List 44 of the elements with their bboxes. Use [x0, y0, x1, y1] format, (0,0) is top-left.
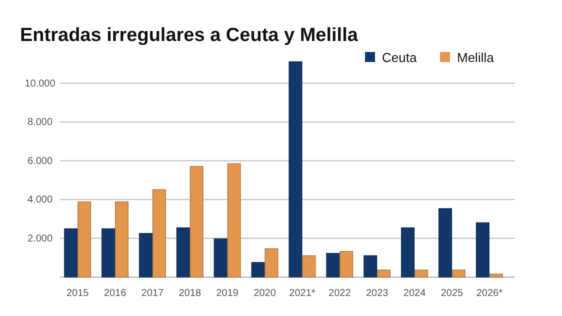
- bar: [452, 270, 466, 278]
- x-tick-label: 2015: [66, 288, 90, 300]
- bar: [489, 274, 503, 278]
- bar: [364, 255, 378, 278]
- bar: [78, 201, 92, 278]
- x-tick-label: 2016: [104, 288, 127, 300]
- chart-title: Entradas irregulares a Ceuta y Melilla: [20, 25, 358, 46]
- bar: [152, 189, 166, 278]
- bar: [414, 270, 428, 278]
- bar: [264, 248, 278, 278]
- y-tick-label: 4.000: [27, 194, 53, 206]
- bar: [288, 61, 302, 278]
- x-tick-label: 2023: [366, 288, 389, 300]
- y-tick-label: 6.000: [27, 156, 53, 167]
- bar: [114, 201, 129, 278]
- bar: [64, 228, 78, 278]
- x-tick-label: 2018: [178, 288, 202, 300]
- bar: [401, 227, 415, 278]
- bar: [326, 252, 340, 278]
- x-tick-label: 2021*: [289, 288, 316, 300]
- x-tick-label: 2024: [403, 288, 426, 300]
- x-tick-label: 2026*: [476, 288, 503, 300]
- bar: [340, 251, 354, 278]
- y-tick-label: 10.000: [24, 78, 56, 90]
- bar: [438, 208, 452, 278]
- x-tick-label: 2020: [254, 288, 276, 300]
- legend-label: Ceuta: [382, 50, 418, 65]
- x-tick-label: 2017: [141, 288, 164, 300]
- bar: [138, 233, 153, 278]
- bar: [102, 228, 116, 278]
- x-tick-label: 2022: [328, 288, 352, 300]
- bar: [227, 163, 241, 278]
- bar: [190, 166, 204, 278]
- x-tick-label: 2025: [440, 288, 464, 300]
- legend-label: Melilla: [457, 50, 495, 65]
- bar: [214, 238, 228, 278]
- y-tick-label: 8.000: [27, 117, 53, 128]
- bar: [302, 255, 316, 278]
- y-tick-label: 2.000: [27, 233, 53, 244]
- bar: [377, 270, 391, 278]
- bar: [251, 262, 265, 278]
- bar: [476, 222, 490, 278]
- x-tick-label: 2019: [216, 288, 239, 300]
- bar: [176, 227, 190, 278]
